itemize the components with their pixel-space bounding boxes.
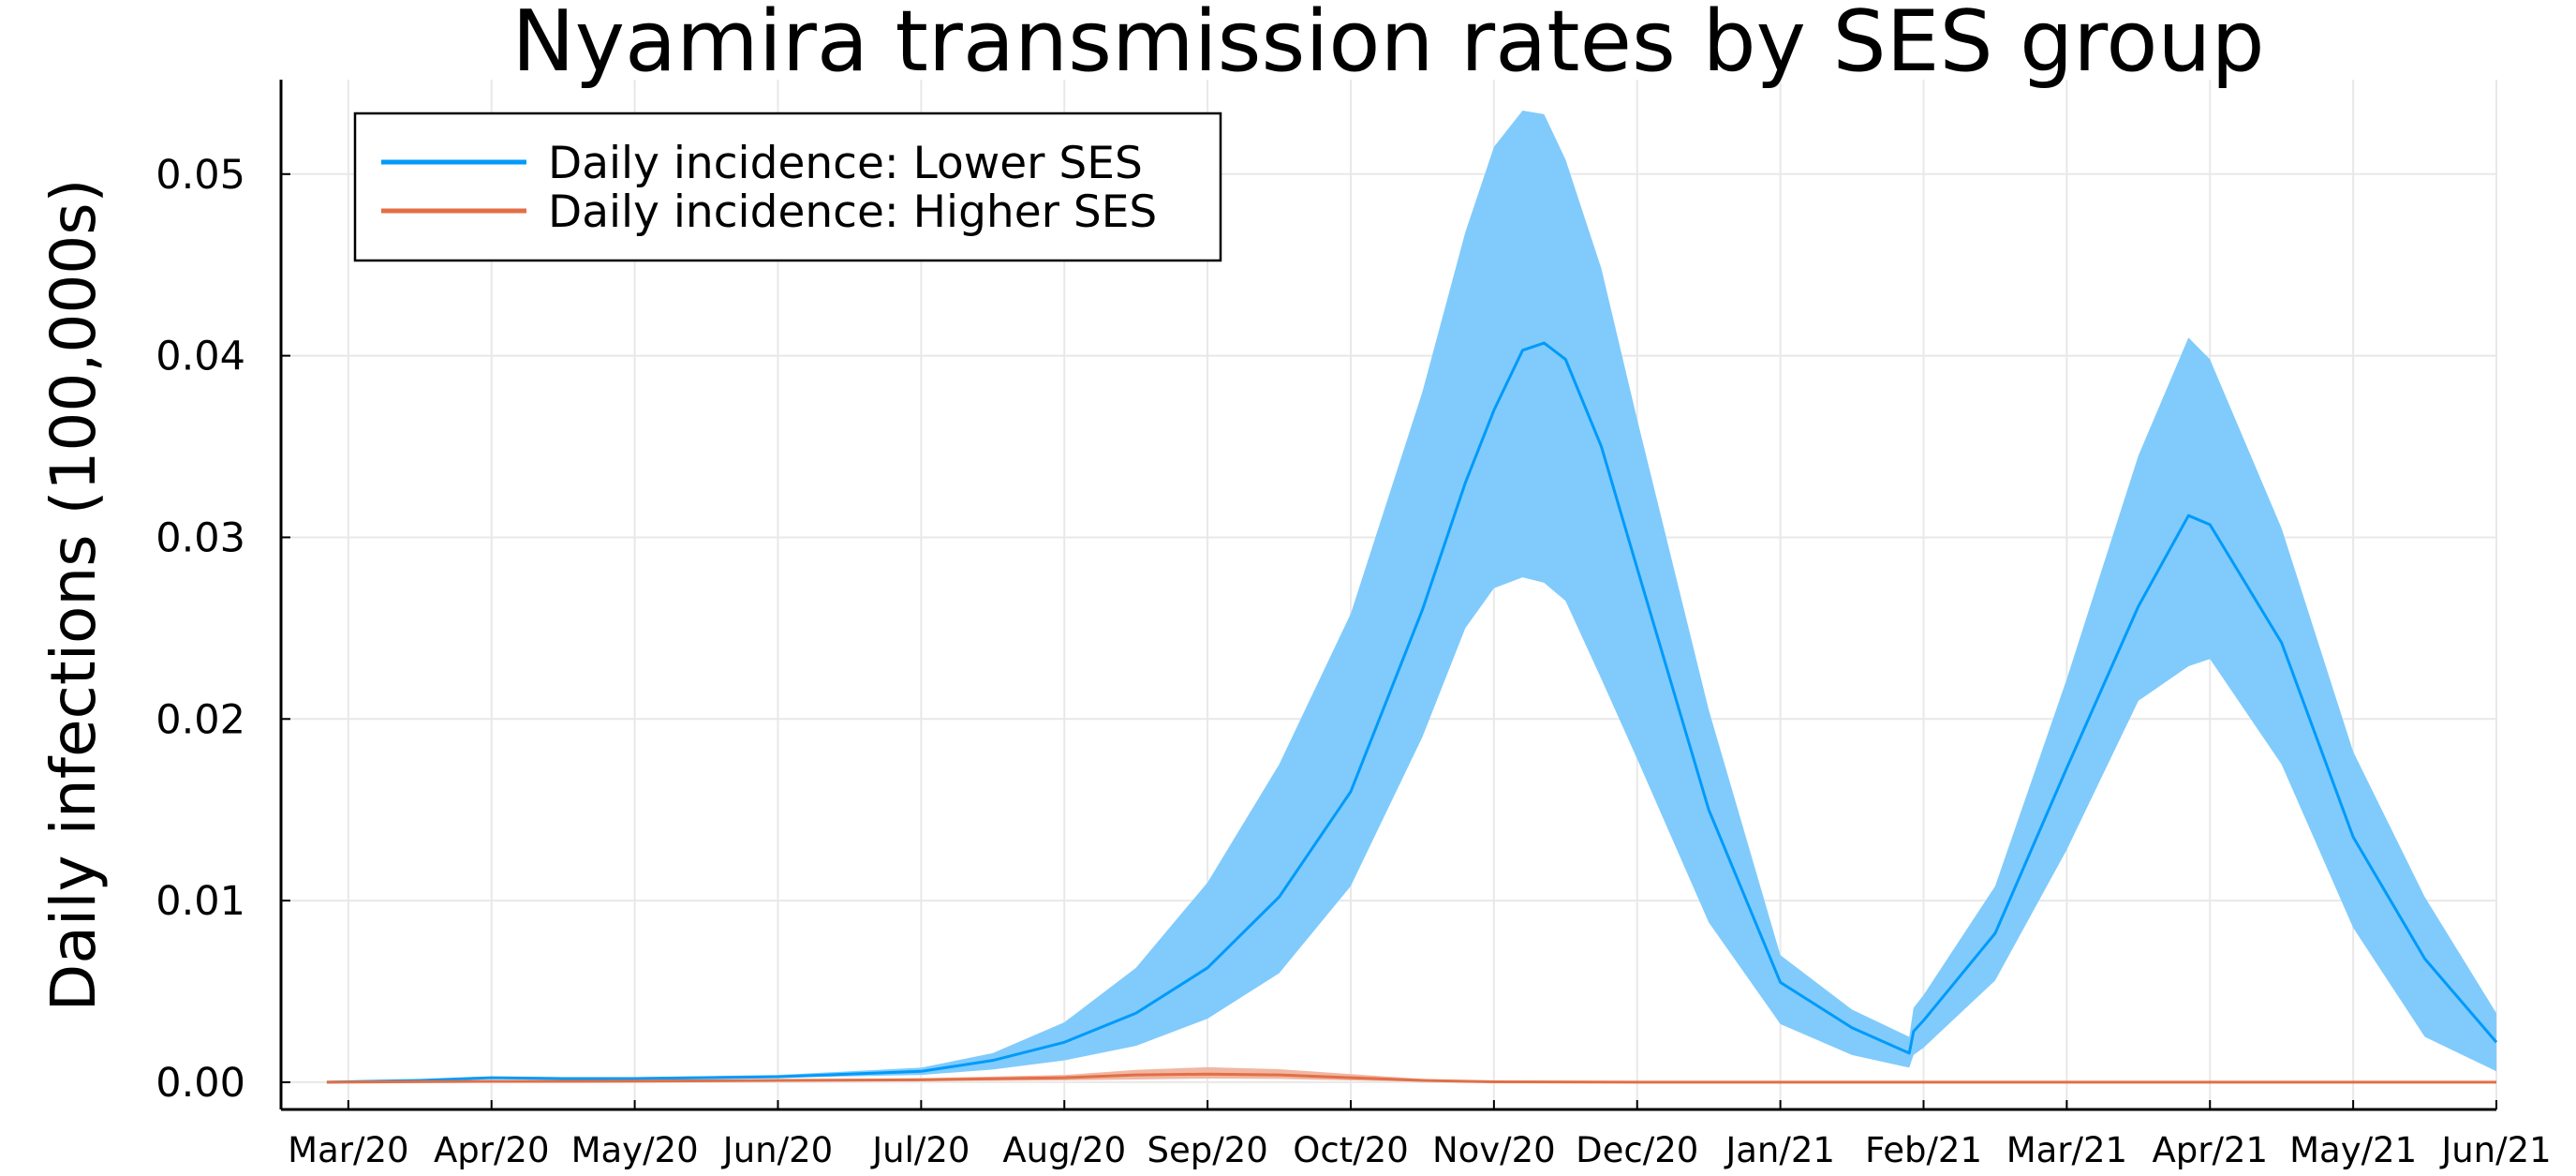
x-tick-label: Apr/21: [2152, 1130, 2268, 1170]
x-tick-label: Mar/20: [288, 1130, 408, 1170]
axes: [279, 80, 2496, 1111]
band-lower-ses: [326, 110, 2497, 1082]
legend-label-higher-ses: Daily incidence: Higher SES: [548, 186, 1157, 238]
x-tick-label: Apr/20: [434, 1130, 550, 1170]
legend: Daily incidence: Lower SES Daily inciden…: [353, 112, 1222, 262]
x-tick-label: Nov/20: [1432, 1130, 1556, 1170]
series-line-higher-ses: [326, 1072, 2496, 1084]
x-tick-label: May/21: [2289, 1130, 2417, 1170]
y-axis-label: Daily infections (100,000s): [37, 179, 110, 1012]
y-tick-label: 0.04: [155, 334, 245, 380]
legend-label-lower-ses: Daily incidence: Lower SES: [548, 138, 1143, 189]
y-tick-label: 0.02: [155, 696, 245, 743]
y-tick-label: 0.05: [155, 152, 245, 199]
x-tick-label: Jul/20: [870, 1130, 970, 1170]
y-tick-label: 0.00: [155, 1060, 245, 1107]
series-lines: [326, 341, 2498, 1084]
x-tick-label: Jun/20: [721, 1130, 833, 1170]
x-tick-label: Jun/21: [2439, 1130, 2551, 1170]
x-tick-label: Sep/20: [1147, 1130, 1267, 1170]
x-tick-label: Dec/20: [1576, 1130, 1698, 1170]
x-tick-label: Feb/21: [1865, 1130, 1982, 1170]
legend-box: [353, 112, 1222, 262]
tick-labels: 0.00 0.01 0.02 0.03 0.04 0.05 Mar/20 Apr/20 May/…: [155, 152, 2551, 1170]
y-tick-label: 0.01: [155, 878, 245, 925]
x-tick-label: May/20: [571, 1130, 699, 1170]
chart-title: Nyamira transmission rates by SES group: [511, 0, 2264, 91]
y-tick-label: 0.03: [155, 514, 245, 561]
x-tick-label: Oct/20: [1293, 1130, 1409, 1170]
x-tick-label: Jan/21: [1724, 1130, 1835, 1170]
series-line-lower-ses: [326, 341, 2498, 1084]
x-tick-label: Aug/20: [1002, 1130, 1126, 1170]
x-tick-label: Mar/21: [2006, 1130, 2127, 1170]
